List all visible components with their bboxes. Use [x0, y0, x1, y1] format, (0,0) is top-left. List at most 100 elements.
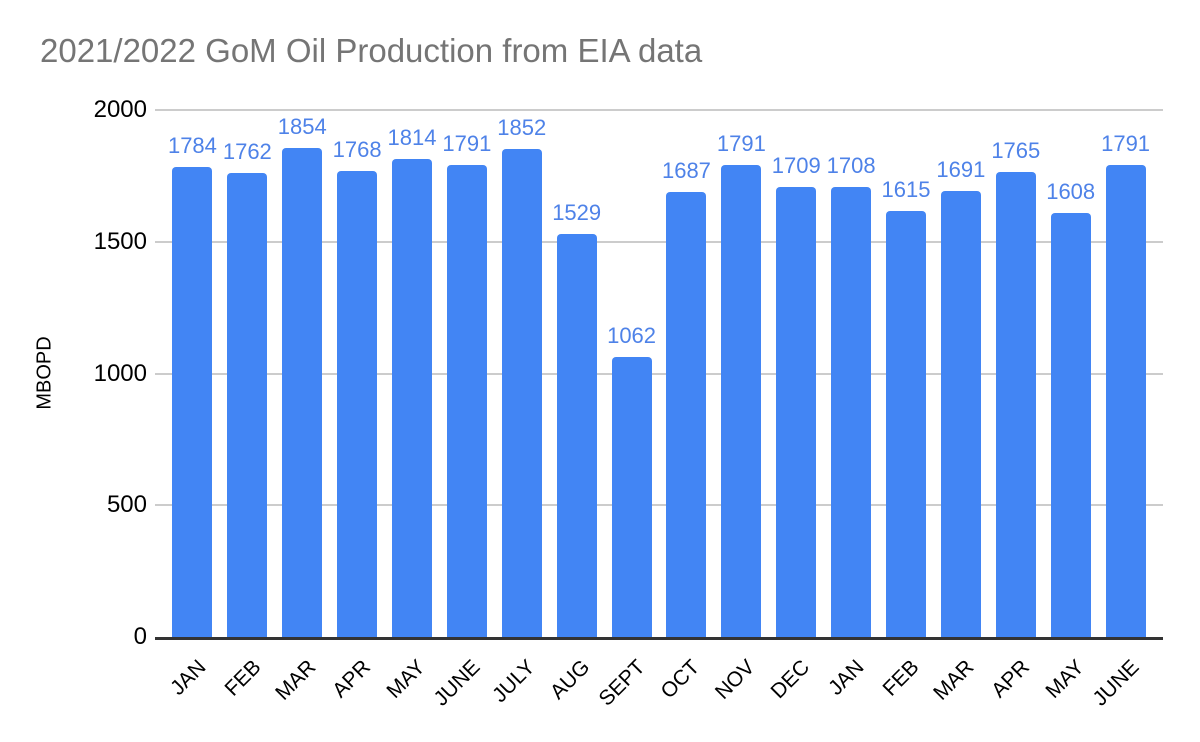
bar-value-label: 1854 — [277, 114, 327, 140]
bar-value-label: 1691 — [936, 157, 986, 183]
x-slot: MAY — [1041, 648, 1098, 728]
bar-value-label: 1708 — [826, 152, 876, 178]
bar-value-label: 1791 — [1101, 131, 1151, 157]
bar-slot: 1854 — [275, 110, 330, 637]
x-tick-label: JULY — [488, 655, 540, 707]
bar-slot: 1791 — [439, 110, 494, 637]
x-slot: JAN — [824, 648, 879, 728]
bar-value-label: 1762 — [222, 138, 272, 164]
x-tick-label: OCT — [656, 655, 705, 704]
bar — [995, 171, 1036, 637]
gridline — [155, 504, 1163, 507]
bar — [940, 191, 981, 637]
bar — [1050, 213, 1091, 637]
bar-value-label: 1709 — [771, 152, 821, 178]
bar-slot: 1529 — [549, 110, 604, 637]
bar-value-label: 1791 — [442, 131, 492, 157]
bar — [227, 172, 268, 637]
x-slot: MAY — [382, 648, 440, 728]
x-slot: NOV — [710, 648, 769, 728]
gridline — [155, 240, 1163, 243]
bar — [172, 166, 213, 637]
gridline-layer — [155, 109, 1163, 637]
bar — [337, 171, 378, 637]
bar — [1105, 165, 1146, 637]
y-tick-label: 500 — [106, 491, 147, 519]
bar — [611, 357, 652, 637]
bar — [282, 148, 323, 637]
gridline — [155, 109, 1163, 111]
x-slot: JUNE — [1088, 648, 1153, 728]
bar-slot: 1062 — [604, 110, 659, 637]
bar-value-label: 1784 — [167, 132, 217, 158]
y-tick-label: 0 — [133, 623, 147, 650]
x-tick-label: APR — [986, 655, 1034, 703]
bar-value-label: 1608 — [1046, 179, 1096, 205]
bar — [831, 186, 872, 637]
chart-title: 2021/2022 GoM Oil Production from EIA da… — [40, 32, 703, 69]
x-tick-label: JAN — [824, 655, 869, 700]
bar — [886, 211, 927, 637]
y-tick-label: 1000 — [93, 359, 147, 387]
bar-value-label: 1765 — [991, 137, 1041, 163]
bar — [446, 165, 487, 637]
bar-value-label: 1615 — [881, 177, 931, 203]
x-tick-label: MAR — [270, 655, 321, 705]
bar-value-label: 1529 — [552, 200, 602, 226]
bar — [666, 192, 707, 637]
bar — [776, 186, 817, 637]
bar-value-label: 1768 — [332, 137, 382, 163]
bar — [392, 159, 432, 637]
x-slot: FEB — [879, 648, 934, 728]
bar-slot: 1615 — [879, 110, 934, 637]
x-tick-label: DEC — [766, 655, 815, 704]
bar-slot: 1687 — [659, 110, 714, 637]
x-tick-label: MAR — [929, 655, 979, 705]
y-tick-label: 1500 — [93, 227, 147, 255]
bar-value-label: 1791 — [716, 131, 766, 157]
x-slot: JULY — [488, 648, 549, 728]
bar-slot: 1762 — [220, 110, 275, 637]
bar-slot: 1608 — [1043, 110, 1098, 637]
x-slot: APR — [986, 648, 1043, 728]
bar-series: 1784 1762 1854 1768 1814 1791 1852 1529 1062 1687… — [165, 110, 1153, 637]
x-tick-label: AUG — [546, 655, 595, 704]
x-axis: JAN FEB MAR APR MAY JUNE JULY AUG SEPT OCT NOV DEC J… — [165, 648, 1153, 728]
bar-value-label: 1687 — [661, 158, 711, 184]
bar-slot: 1852 — [494, 110, 549, 637]
x-slot: SEPT — [594, 648, 659, 728]
x-tick-label: MAY — [1041, 655, 1089, 703]
bar-slot: 1814 — [385, 110, 440, 637]
bar-slot: 1765 — [988, 110, 1043, 637]
bar-slot: 1708 — [824, 110, 879, 637]
x-slot: JAN — [165, 648, 220, 728]
bar — [721, 165, 762, 637]
x-slot: OCT — [656, 648, 714, 728]
bar-slot: 1691 — [933, 110, 988, 637]
x-slot: APR — [328, 648, 385, 728]
x-slot: DEC — [766, 648, 824, 728]
bar-value-label: 1062 — [607, 323, 657, 349]
bar-slot: 1791 — [714, 110, 769, 637]
bar-slot: 1791 — [1098, 110, 1153, 637]
x-slot: FEB — [220, 648, 275, 728]
bar — [501, 149, 542, 637]
plot-area: 1784 1762 1854 1768 1814 1791 1852 1529 1062 1687… — [155, 109, 1163, 640]
x-tick-label: FEB — [219, 655, 266, 701]
x-tick-label: APR — [328, 655, 375, 703]
x-tick-label: JAN — [165, 655, 211, 700]
bar — [556, 234, 597, 637]
x-slot: JUNE — [430, 648, 494, 728]
x-slot: MAR — [271, 648, 330, 728]
bar-value-label: 1814 — [387, 125, 437, 151]
bar-slot: 1768 — [330, 110, 385, 637]
x-tick-label: MAY — [382, 655, 430, 703]
bar-slot: 1709 — [769, 110, 824, 637]
bar-slot: 1784 — [165, 110, 220, 637]
gridline — [155, 372, 1163, 375]
x-tick-label: FEB — [878, 655, 924, 701]
x-tick-label: NOV — [710, 655, 760, 704]
x-slot: AUG — [546, 648, 604, 728]
y-tick-label: 2000 — [93, 96, 147, 123]
